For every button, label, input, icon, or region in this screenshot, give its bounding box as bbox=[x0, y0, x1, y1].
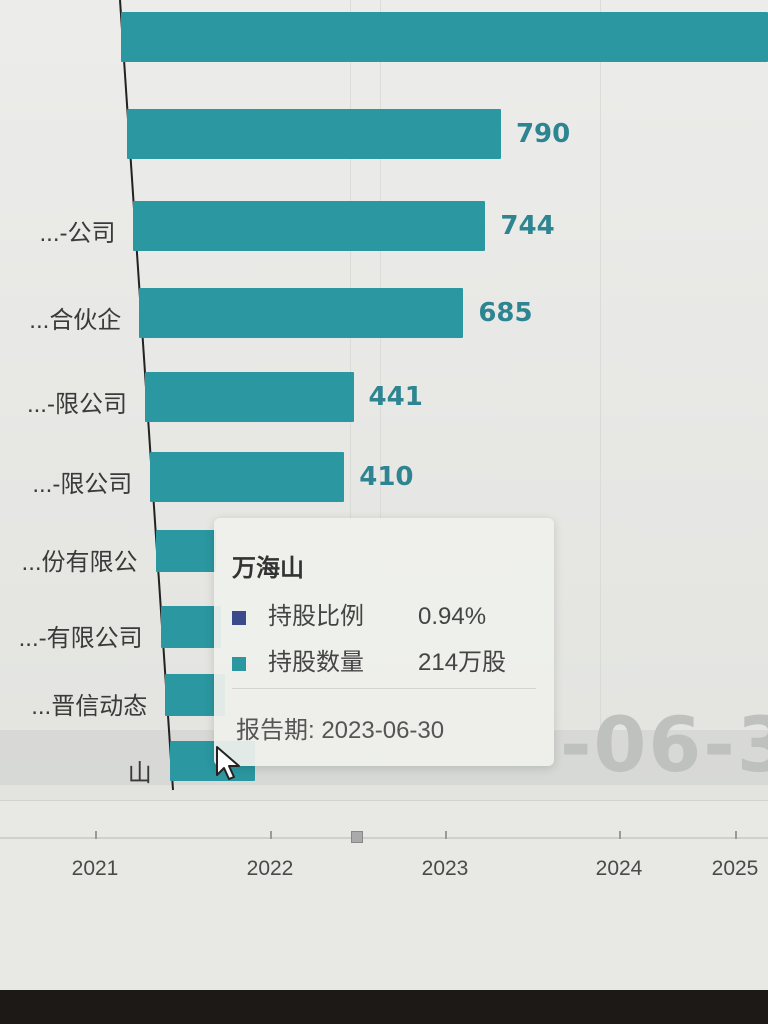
bar-5[interactable] bbox=[150, 452, 345, 502]
tooltip-quantity-value: 214万股 bbox=[418, 649, 507, 676]
timeline-tick bbox=[95, 831, 97, 839]
screen: -06-3 790 744 公司-... 685 合伙企... 441 限公司-... 410… bbox=[0, 0, 768, 990]
category-label: 山 bbox=[127, 760, 152, 787]
timeline-track[interactable] bbox=[0, 837, 768, 839]
category-label: 限公司-... bbox=[32, 471, 133, 498]
category-label: 合伙企... bbox=[29, 307, 122, 334]
bar-7[interactable] bbox=[160, 606, 221, 648]
tooltip-divider bbox=[232, 688, 536, 689]
timeline-tick bbox=[445, 831, 447, 839]
bar-value-label: 744 bbox=[500, 211, 555, 241]
category-label: 限公司-... bbox=[26, 391, 127, 418]
bar-0[interactable] bbox=[120, 12, 768, 62]
timeline-tick bbox=[619, 831, 621, 839]
mouse-cursor-icon bbox=[216, 746, 240, 780]
grid-line bbox=[600, 0, 601, 750]
report-date-watermark: -06-3 bbox=[560, 700, 768, 789]
bar-value-label: 410 bbox=[359, 462, 414, 492]
bar-4[interactable] bbox=[144, 372, 354, 422]
bar-value-label: 441 bbox=[368, 382, 423, 412]
bar-2[interactable] bbox=[133, 201, 486, 251]
bar-3[interactable] bbox=[139, 288, 464, 338]
tooltip-title: 万海山 bbox=[232, 555, 304, 582]
category-label: 份有限公... bbox=[21, 549, 138, 576]
bar-value-label: 685 bbox=[478, 298, 533, 328]
bar-1[interactable] bbox=[127, 109, 501, 159]
tooltip-ratio-label: 持股比例 bbox=[268, 603, 364, 630]
category-label: 有限公司-... bbox=[18, 625, 143, 652]
timeline-handle[interactable] bbox=[351, 831, 363, 843]
tooltip-report-period: 报告期: 2023-06-30 bbox=[236, 717, 445, 744]
bar-value-label: 790 bbox=[515, 119, 571, 149]
bar-6[interactable] bbox=[155, 530, 216, 572]
timeline-tick bbox=[270, 831, 272, 839]
timeline-year-label[interactable]: 2025 bbox=[711, 857, 759, 880]
tooltip-quantity-label: 持股数量 bbox=[268, 649, 364, 676]
category-label: 公司-... bbox=[39, 220, 116, 247]
tooltip-row-ratio: 持股比例 0.94% bbox=[232, 596, 486, 631]
timeline-tick bbox=[735, 831, 737, 839]
ratio-swatch-icon bbox=[232, 610, 246, 625]
tooltip-row-quantity: 持股数量 214万股 bbox=[232, 642, 506, 677]
timeline-year-label[interactable]: 2024 bbox=[595, 857, 643, 880]
tooltip: 万海山 持股比例 0.94% 持股数量 214万股 报告期: 2023-06-30 bbox=[214, 518, 554, 766]
timeline-year-label[interactable]: 2022 bbox=[246, 857, 294, 880]
monitor-bezel bbox=[0, 990, 768, 1024]
timeline-slider[interactable]: 2021 2022 2023 2024 2025 bbox=[0, 800, 768, 990]
timeline-year-label[interactable]: 2023 bbox=[421, 857, 469, 880]
timeline-year-label[interactable]: 2021 bbox=[71, 857, 119, 880]
quantity-swatch-icon bbox=[232, 656, 246, 671]
tooltip-ratio-value: 0.94% bbox=[418, 603, 487, 630]
category-label: 晋信动态... bbox=[31, 693, 148, 720]
